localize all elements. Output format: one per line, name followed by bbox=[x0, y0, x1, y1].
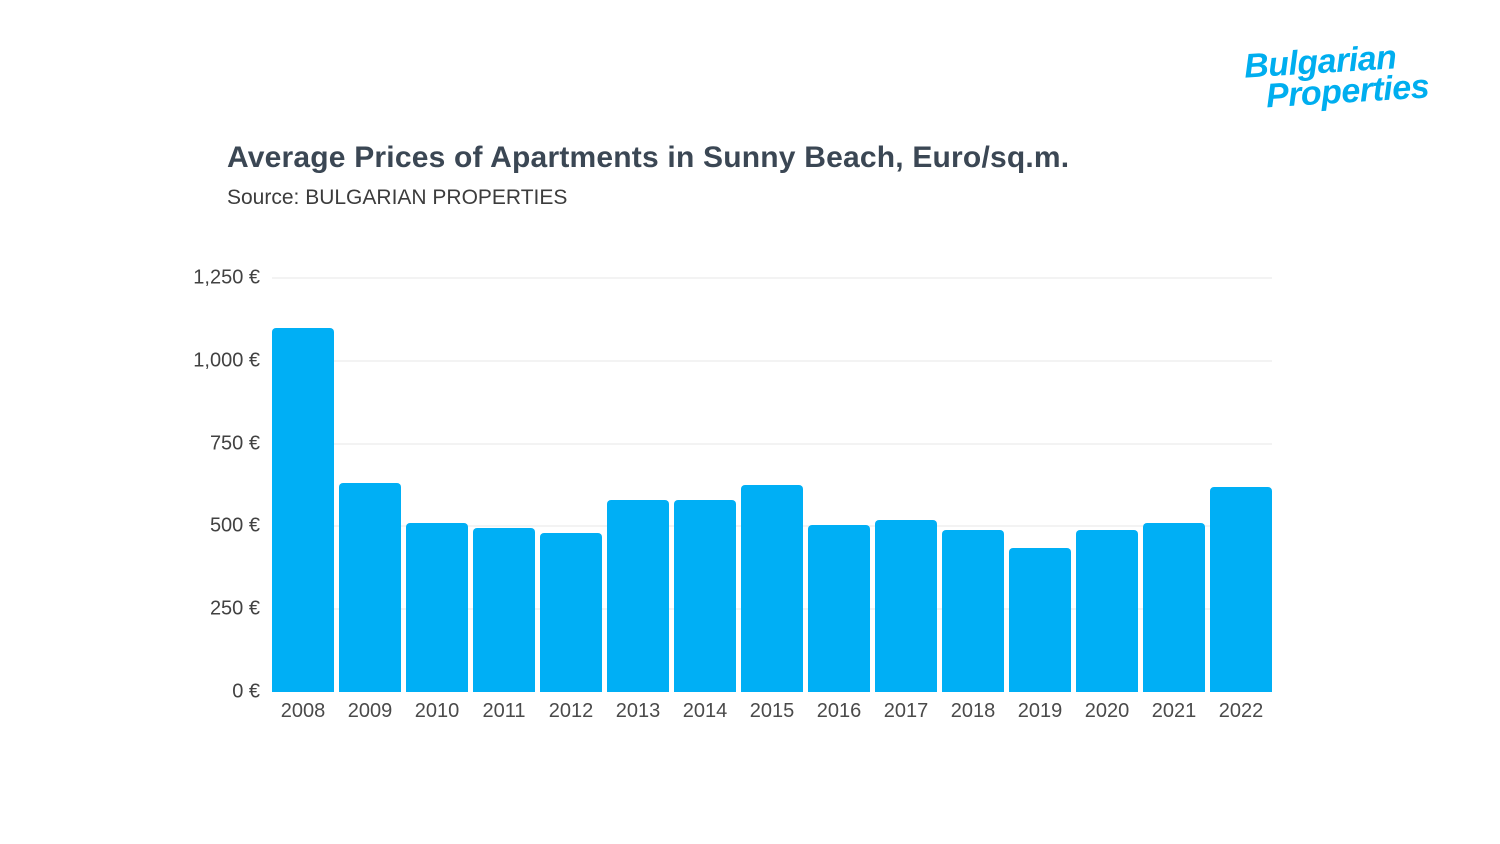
x-axis-tick-label: 2018 bbox=[950, 700, 996, 722]
y-axis-tick-label: 1,000 € bbox=[193, 349, 260, 372]
x-axis-tick-label: 2008 bbox=[280, 700, 326, 722]
x-axis-tick-label: 2022 bbox=[1218, 700, 1264, 722]
bar-2009 bbox=[339, 483, 401, 692]
x-axis-tick-label: 2015 bbox=[749, 700, 795, 722]
x-axis-tick-label: 2014 bbox=[682, 700, 728, 722]
chart-source: Source: BULGARIAN PROPERTIES bbox=[227, 186, 568, 209]
bar-2008 bbox=[272, 327, 334, 692]
y-axis-labels: 0 € 250 € 500 € 750 € 1,000 € 1,250 € bbox=[120, 267, 260, 703]
bar-2011 bbox=[473, 528, 535, 692]
y-axis-tick-label: 0 € bbox=[232, 680, 260, 703]
bar-2016 bbox=[808, 524, 870, 692]
y-axis-tick-label: 750 € bbox=[209, 432, 260, 455]
y-axis-tick-label: 1,250 € bbox=[193, 266, 260, 289]
x-axis-tick-label: 2020 bbox=[1084, 700, 1130, 722]
gridline bbox=[272, 443, 1272, 445]
x-axis-tick-label: 2011 bbox=[482, 700, 526, 722]
bar-2010 bbox=[406, 523, 468, 692]
bar-2022 bbox=[1210, 486, 1272, 692]
logo-line-2: Properties bbox=[1264, 67, 1430, 116]
y-axis-tick-label: 250 € bbox=[209, 597, 260, 620]
bar-2019 bbox=[1009, 547, 1071, 692]
bulgarian-properties-logo: Bulgarian Properties bbox=[1243, 38, 1430, 116]
x-axis-tick-label: 2012 bbox=[548, 700, 594, 722]
x-axis-tick-label: 2021 bbox=[1151, 700, 1197, 722]
chart-title: Average Prices of Apartments in Sunny Be… bbox=[227, 141, 1070, 174]
x-axis-labels: 2008 2009 2010 2011 2012 2013 2014 2015 2016 2017… bbox=[272, 700, 1272, 723]
bars bbox=[272, 278, 1272, 692]
y-axis-tick-label: 500 € bbox=[209, 514, 260, 537]
bar-2012 bbox=[540, 533, 602, 692]
bar-2017 bbox=[875, 519, 937, 692]
x-axis-tick-label: 2019 bbox=[1017, 700, 1063, 722]
bar-2014 bbox=[674, 499, 736, 692]
x-axis-tick-label: 2017 bbox=[883, 700, 929, 722]
bar-2020 bbox=[1076, 529, 1138, 692]
bar-2015 bbox=[741, 485, 803, 692]
x-axis-tick-label: 2009 bbox=[347, 700, 393, 722]
x-axis-tick-label: 2016 bbox=[816, 700, 862, 722]
bar-2018 bbox=[942, 529, 1004, 692]
plot-area bbox=[272, 277, 1272, 692]
gridline bbox=[272, 360, 1272, 362]
bar-2013 bbox=[607, 499, 669, 692]
x-axis-tick-label: 2013 bbox=[615, 700, 661, 722]
bar-2021 bbox=[1143, 523, 1205, 692]
x-axis-tick-label: 2010 bbox=[414, 700, 460, 722]
gridline bbox=[272, 277, 1272, 279]
